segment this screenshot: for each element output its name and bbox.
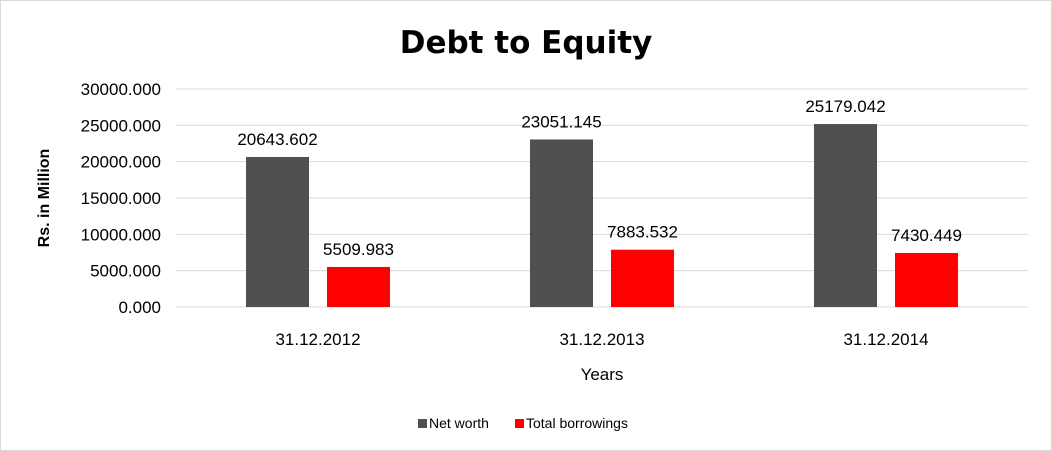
bar <box>327 266 390 307</box>
data-labels: 20643.602 5509.983 23051.145 7883.532 25179.… <box>237 97 962 259</box>
y-axis-title: Rs. in Million <box>36 149 53 248</box>
bar <box>530 139 593 307</box>
y-tick-labels: 0.000 5000.000 10000.000 15000.000 20000.000… <box>81 80 161 317</box>
legend-swatch <box>418 419 427 428</box>
legend-label: Net worth <box>429 415 489 431</box>
gridlines <box>176 88 1028 308</box>
bar <box>611 249 674 307</box>
bars <box>246 124 958 308</box>
y-tick-label: 20000.000 <box>81 153 161 172</box>
legend: Net worth Total borrowings <box>418 415 628 431</box>
data-label: 23051.145 <box>521 112 601 131</box>
legend-label: Total borrowings <box>526 415 628 431</box>
data-label: 5509.983 <box>323 240 394 259</box>
data-label: 7430.449 <box>891 226 962 245</box>
data-label: 7883.532 <box>607 223 678 242</box>
category-label: 31.12.2013 <box>559 330 644 349</box>
chart-title: Debt to Equity <box>400 25 653 61</box>
y-tick-label: 15000.000 <box>81 189 161 208</box>
y-tick-label: 30000.000 <box>81 80 161 99</box>
y-tick-label: 25000.000 <box>81 116 161 135</box>
category-label: 31.12.2012 <box>275 330 360 349</box>
y-tick-label: 0.000 <box>118 298 161 317</box>
x-axis-title: Years <box>581 365 624 384</box>
y-tick-label: 10000.000 <box>81 225 161 244</box>
data-label: 25179.042 <box>805 97 885 116</box>
bar <box>246 156 309 307</box>
legend-swatch <box>515 419 524 428</box>
bar <box>895 253 958 307</box>
category-labels: 31.12.2012 31.12.2013 31.12.2014 <box>275 330 928 349</box>
bar <box>814 124 877 308</box>
y-tick-label: 5000.000 <box>90 262 161 281</box>
category-label: 31.12.2014 <box>843 330 928 349</box>
data-label: 20643.602 <box>237 130 317 149</box>
